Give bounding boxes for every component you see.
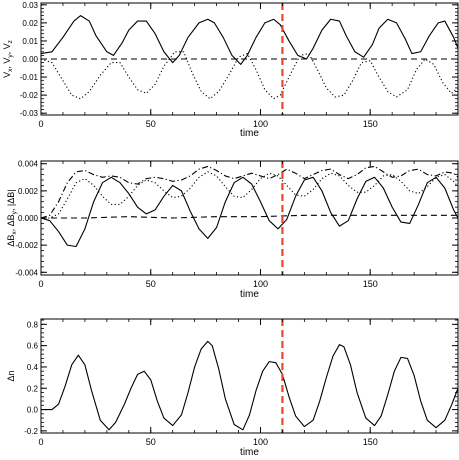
density-panel: 0 50 100 150 -0.2 0.0 0.2 0.4 0.6 0.8 time Δn [6, 318, 459, 458]
magnetic-field-panel: 0 50 100 150 -0.004 -0.002 0.000 0.002 0.004 time… [6, 160, 459, 300]
x-tick-label: 100 [253, 437, 268, 447]
y-tick-label: 0.01 [22, 37, 38, 46]
series-dotted-line [41, 171, 459, 219]
x-tick-label: 50 [146, 437, 156, 447]
plot-frame [40, 318, 459, 434]
y-tick-label: 0.002 [18, 187, 39, 196]
y-tick-label: -0.01 [20, 73, 39, 82]
y-tick-label: 0.8 [27, 320, 39, 329]
y-tick-label: -0.2 [24, 427, 38, 436]
x-tick-label: 50 [146, 119, 156, 129]
series-dashed-line [41, 214, 458, 219]
series-solid-line [41, 340, 459, 431]
x-tick-label: 50 [146, 279, 156, 289]
y-tick-label: 0.0 [27, 406, 39, 415]
x-axis-label: time [240, 289, 259, 300]
velocity-panel: 0 50 100 150 -0.03 -0.02 -0.01 0.00 0.01 0.02 0.03… [2, 1, 459, 139]
series-solid-line [40, 176, 459, 248]
y-tick-label: 0.2 [27, 384, 39, 393]
y-tick-label: 0.4 [27, 363, 39, 372]
x-tick-label: 0 [38, 279, 43, 289]
x-tick-label: 100 [253, 119, 268, 129]
x-tick-label: 150 [363, 279, 378, 289]
y-tick-label: 0.004 [18, 160, 39, 169]
y-tick-label: -0.02 [20, 91, 39, 100]
y-tick-label: 0.02 [22, 19, 38, 28]
y-tick-label: 0.000 [18, 214, 39, 223]
series-dashdot-line [40, 165, 459, 219]
y-axis-label: Δn [6, 370, 16, 381]
x-tick-label: 150 [363, 119, 378, 129]
y-tick-label: -0.03 [20, 109, 39, 118]
y-tick-label: 0.03 [22, 1, 38, 10]
y-tick-label: 0.00 [22, 55, 38, 64]
y-axis-label: ΔBx, ΔBy, |ΔB| [6, 189, 18, 246]
y-tick-label: -0.004 [15, 268, 38, 277]
y-axis-label: Vx, Vy, Vz [2, 40, 14, 78]
series-solid-line [40, 15, 459, 65]
x-axis-label: time [240, 128, 259, 139]
series-dotted-line [40, 51, 459, 100]
x-axis-label: time [240, 447, 259, 458]
x-tick-label: 0 [38, 437, 43, 447]
x-tick-label: 150 [363, 437, 378, 447]
y-tick-label: -0.002 [15, 241, 38, 250]
x-tick-label: 100 [253, 279, 268, 289]
plot-frame [40, 160, 459, 276]
x-tick-label: 0 [38, 119, 43, 129]
y-tick-label: 0.6 [27, 342, 39, 351]
